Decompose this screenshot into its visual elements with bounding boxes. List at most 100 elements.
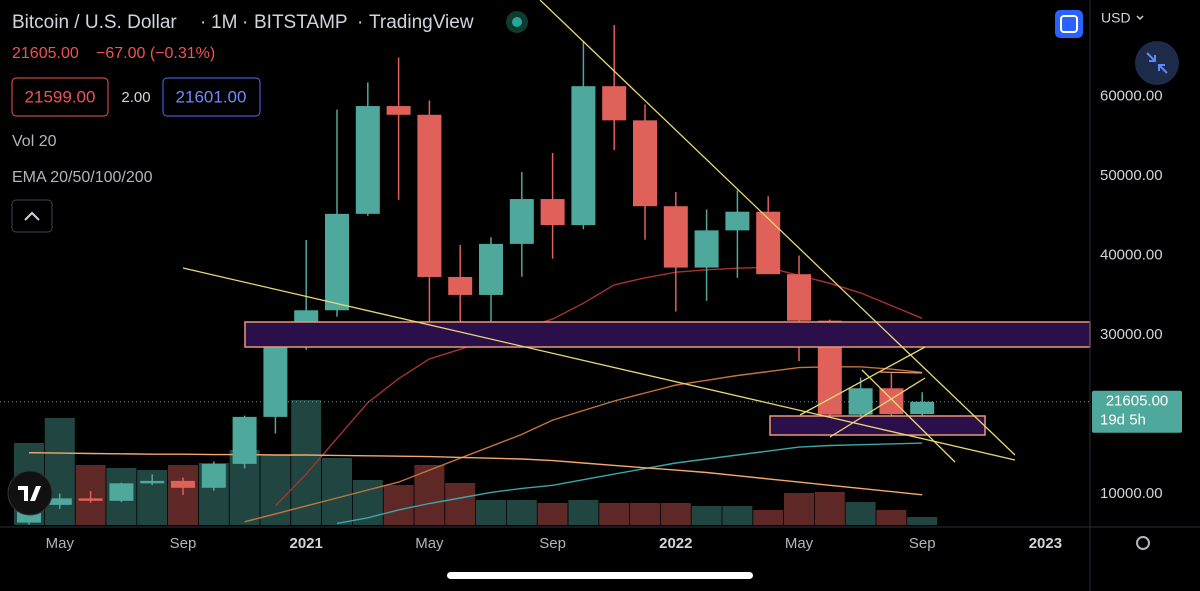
candle-body	[47, 498, 72, 505]
volume-bar	[722, 506, 753, 525]
x-tick-label: 2021	[290, 535, 323, 552]
zone-rect	[244, 321, 1091, 348]
y-tick-label: 50000.00	[1100, 167, 1163, 184]
candle-body	[417, 114, 442, 277]
volume-bar	[753, 510, 784, 525]
sell-button[interactable]	[11, 77, 109, 117]
volume-bar	[322, 458, 352, 525]
volume-bar	[476, 500, 506, 525]
last-price-box	[1092, 390, 1182, 433]
ema-line	[336, 442, 923, 525]
candle-body	[725, 211, 750, 231]
zone-rect	[769, 415, 986, 436]
countdown: 19d 5h	[1100, 412, 1146, 429]
chevron-icon	[24, 211, 40, 221]
bid[interactable]: 21599.00	[25, 87, 96, 106]
volume-bar	[660, 503, 691, 525]
candle-body	[602, 86, 627, 121]
x-tick-label: 2022	[659, 535, 692, 552]
candle-body	[232, 416, 257, 464]
volume-bar	[568, 500, 599, 525]
sep: ·	[200, 12, 206, 33]
trend-line	[879, 371, 923, 374]
sep: ·	[357, 12, 363, 33]
home-indicator	[447, 572, 753, 579]
axis-labels: 10000.00 30000.00 40000.00 50000.00 60000.00…	[46, 87, 1182, 552]
trend-line	[539, 0, 1016, 456]
candle-body	[78, 498, 103, 501]
ema-line	[274, 266, 923, 507]
trend-line	[182, 267, 1016, 461]
ema-line	[244, 366, 923, 523]
fullscreen-icon	[1060, 15, 1078, 33]
volume-bar	[599, 503, 630, 525]
volume-bar	[414, 465, 445, 525]
trend-line	[829, 377, 926, 438]
collapse-button[interactable]	[11, 199, 53, 233]
candle-body	[787, 274, 811, 321]
sep: ·	[242, 12, 248, 33]
last-price-label: 21605.00	[1106, 393, 1169, 410]
candle-body	[879, 388, 904, 415]
candle-body	[325, 213, 349, 311]
x-tick-label: May	[46, 535, 75, 552]
x-tick-label: 2023	[1029, 535, 1062, 552]
candle-body	[355, 106, 380, 214]
x-tick-label: Sep	[170, 535, 197, 552]
x-tick-label: Sep	[539, 535, 566, 552]
y-tick-label: 30000.00	[1100, 326, 1163, 343]
candle-body	[109, 483, 134, 501]
candle-body	[633, 120, 657, 207]
source: TradingView	[369, 12, 474, 33]
change: −67.00 (−0.31%)	[96, 45, 215, 62]
volume-bar	[168, 465, 198, 525]
candle-body	[756, 211, 781, 275]
compress-icon	[1146, 52, 1168, 74]
volume-bar	[876, 510, 907, 525]
ask[interactable]: 21601.00	[176, 87, 247, 106]
currency[interactable]: USD	[1101, 10, 1131, 26]
x-tick-label: May	[415, 535, 444, 552]
candle-body	[910, 401, 935, 415]
interval: 1M	[211, 12, 237, 33]
candle-body	[140, 480, 165, 484]
plot-area	[0, 24, 1090, 525]
y-tick-label: 40000.00	[1100, 246, 1163, 263]
volume-bar	[630, 503, 660, 525]
caret	[1136, 15, 1144, 21]
exchange: BITSTAMP	[254, 12, 348, 33]
candle-body	[571, 86, 596, 226]
ema-line	[28, 452, 923, 496]
buy-button[interactable]	[162, 77, 261, 117]
settings-icon[interactable]	[1136, 536, 1150, 550]
symbol: Bitcoin / U.S. Dollar	[12, 12, 177, 33]
ema-legend: EMA 20/50/100/200	[12, 169, 153, 186]
candle-body	[479, 243, 503, 295]
tv-logo-mark	[18, 486, 41, 501]
x-tick-label: May	[785, 535, 814, 552]
volume-bar	[691, 506, 722, 525]
volume-bar	[537, 503, 568, 525]
volume-bar	[383, 485, 414, 525]
candle-body	[263, 343, 288, 417]
candle-body	[540, 199, 565, 226]
y-tick-label: 10000.00	[1100, 485, 1163, 502]
volume-legend: Vol 20	[12, 133, 57, 150]
fullscreen-button[interactable]	[1055, 10, 1083, 38]
status-dot	[512, 17, 522, 27]
trend-line	[799, 346, 926, 416]
candle-body	[663, 206, 688, 268]
trend-line	[861, 369, 956, 463]
compress-button[interactable]	[1135, 41, 1179, 85]
volume-bar	[506, 500, 537, 525]
spread: 2.00	[121, 89, 150, 106]
tv-logo[interactable]	[7, 470, 53, 516]
volume-bar	[845, 502, 876, 525]
volume-bar	[445, 483, 476, 525]
candle-body	[509, 199, 534, 244]
candle-body	[386, 106, 411, 115]
volume-bar	[907, 517, 938, 525]
